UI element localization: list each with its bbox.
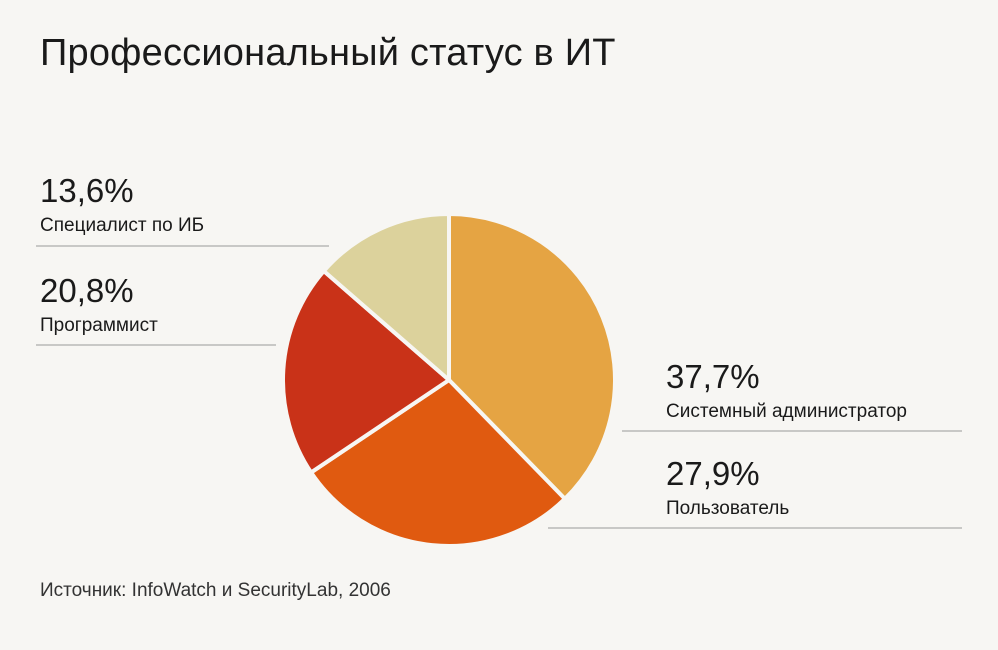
slice-sysadmin [447, 212, 617, 501]
slice-programmer [281, 269, 451, 475]
leader-lines [36, 245, 962, 529]
source-note: Источник: InfoWatch и SecurityLab, 2006 [40, 580, 391, 601]
label-security-specialist: 13,6% Специалист по ИБ [40, 172, 204, 238]
label-user: 27,9% Пользователь [666, 455, 789, 521]
label-sysadmin: 37,7% Системный администратор [666, 358, 907, 424]
slice-category-label: Системный администратор [666, 401, 907, 422]
pie-slices [281, 212, 617, 548]
label-programmer: 20,8% Программист [40, 272, 158, 338]
slice-value-label: 20,8% [40, 272, 134, 309]
slice-value-label: 27,9% [666, 455, 760, 492]
slice-value-label: 13,6% [40, 172, 134, 209]
slice-category-label: Пользователь [666, 498, 790, 519]
chart-title: Профессиональный статус в ИТ [40, 32, 616, 74]
slice-user [309, 378, 567, 548]
slice-category-label: Программист [40, 315, 158, 336]
slice-security-specialist [321, 212, 451, 382]
slice-category-label: Специалист по ИБ [40, 215, 205, 236]
slice-value-label: 37,7% [666, 358, 760, 395]
